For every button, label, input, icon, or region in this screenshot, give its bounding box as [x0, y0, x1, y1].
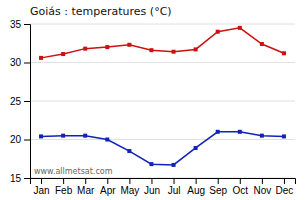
tick-mark [41, 178, 42, 184]
tick-mark [262, 178, 263, 184]
line [41, 28, 284, 58]
marker [83, 47, 87, 51]
marker [238, 130, 242, 134]
marker [83, 134, 87, 138]
tick-label: 15 [10, 173, 22, 184]
tick-label: Jun [144, 185, 160, 196]
marker [282, 51, 286, 55]
marker [127, 149, 131, 153]
tick-mark [284, 178, 285, 184]
marker [238, 26, 242, 30]
tick-label: 35 [10, 19, 22, 30]
y-tick: 15 [10, 173, 30, 184]
tick-label: Jul [168, 185, 181, 196]
tick-mark [240, 178, 241, 184]
marker [260, 42, 264, 46]
marker [105, 45, 109, 49]
marker [149, 48, 153, 52]
tick-mark [218, 178, 219, 184]
marker [194, 47, 198, 51]
grid-line [30, 24, 295, 25]
tick-mark [24, 24, 30, 25]
tick-mark [107, 178, 108, 184]
marker [260, 134, 264, 138]
x-tick: Jul [168, 178, 181, 196]
marker [149, 162, 153, 166]
tick-mark [63, 178, 64, 184]
grid-line [30, 139, 295, 140]
y-tick: 25 [10, 96, 30, 107]
tick-mark [24, 178, 30, 179]
tick-mark [174, 178, 175, 184]
tick-mark [151, 178, 152, 184]
tick-mark [196, 178, 197, 184]
title: Goiás : temperatures (°C) [30, 5, 172, 18]
x-tick: Dec [276, 178, 294, 196]
tick-label: May [120, 185, 139, 196]
y-tick: 20 [10, 134, 30, 145]
tick-label: 25 [10, 96, 22, 107]
line [41, 132, 284, 165]
marker [61, 52, 65, 56]
tick-label: Dec [276, 185, 294, 196]
tick-label: Apr [100, 185, 116, 196]
axis-line [24, 25, 31, 179]
tick-mark [24, 63, 30, 64]
marker [61, 134, 65, 138]
y-tick: 35 [10, 19, 30, 30]
marker [216, 30, 220, 34]
marker [39, 56, 43, 60]
tick-label: Sep [209, 185, 227, 196]
marker [282, 134, 286, 138]
chart: 15 20 25 30 35 Jan Feb Mar Apr May Jun Jul Aug Sep Oct… [0, 0, 305, 200]
x-tick: Jun [144, 178, 160, 196]
x-tick: Feb [55, 178, 73, 196]
marker [172, 163, 176, 167]
plot-area: 15 20 25 30 35 Jan Feb Mar Apr May Jun Jul Aug Sep Oct… [10, 19, 296, 196]
series [39, 130, 286, 167]
series [39, 26, 286, 60]
tick-mark [85, 178, 86, 184]
series-group [39, 26, 286, 167]
marker [194, 146, 198, 150]
tick-label: Jan [33, 185, 49, 196]
y-tick: 30 [10, 57, 30, 68]
tick-mark [129, 178, 130, 184]
x-axis: Jan Feb Mar Apr May Jun Jul Aug Sep Oct Nov Dec [31, 178, 296, 196]
marker [216, 130, 220, 134]
tick-label: Mar [77, 185, 95, 196]
x-tick: Sep [209, 178, 227, 196]
grid-line [30, 101, 295, 102]
x-tick: Apr [100, 178, 116, 196]
marker [39, 134, 43, 138]
marker [105, 138, 109, 142]
x-tick: Mar [77, 178, 95, 196]
x-tick: Nov [253, 178, 271, 196]
tick-label: Nov [253, 185, 271, 196]
grid-line [30, 62, 295, 63]
annotation: www.allmetsat.com [34, 167, 113, 176]
x-tick: Jan [33, 178, 49, 196]
x-tick: May [120, 178, 139, 196]
tick-label: Aug [187, 185, 205, 196]
y-axis: 15 20 25 30 35 [10, 19, 31, 184]
tick-label: 20 [10, 134, 22, 145]
tick-label: Oct [233, 185, 249, 196]
x-tick: Aug [187, 178, 205, 196]
tick-mark [24, 140, 30, 141]
x-tick: Oct [233, 178, 249, 196]
tick-label: Feb [55, 185, 73, 196]
grid [30, 24, 295, 178]
marker [172, 50, 176, 54]
marker [127, 43, 131, 47]
axis-line [31, 179, 296, 185]
tick-mark [24, 101, 30, 102]
tick-label: 30 [10, 57, 22, 68]
